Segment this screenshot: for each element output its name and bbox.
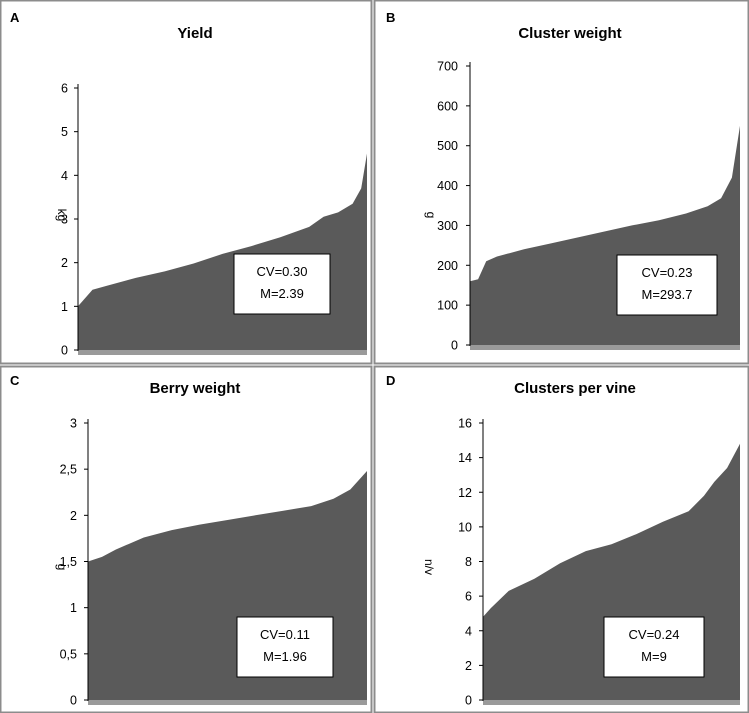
stats-box xyxy=(603,616,705,678)
y-tick-label: 14 xyxy=(458,451,472,465)
y-tick-label: 0 xyxy=(451,339,458,353)
y-tick-label: 1 xyxy=(61,300,68,314)
y-axis-label: n/v xyxy=(422,559,436,575)
panel-c: C Berry weight 0 0,5 1 1,5 2 2,5 3 g CV=0.11 M=1.96 xyxy=(0,365,373,713)
y-tick-label: 400 xyxy=(437,179,458,193)
cv-value: CV=0.11 xyxy=(260,627,310,642)
y-tick-label: 1,5 xyxy=(60,555,77,569)
y-tick-label: 0,5 xyxy=(60,647,77,661)
y-tick-label: 4 xyxy=(61,169,68,183)
y-tick-label: 16 xyxy=(458,417,472,431)
y-axis-label: g xyxy=(55,564,69,571)
stats-box xyxy=(236,616,334,678)
y-axis-label: kg xyxy=(55,209,69,222)
y-tick-label: 2,5 xyxy=(60,463,77,477)
mean-value: M=2.39 xyxy=(260,286,304,301)
mean-value: M=9 xyxy=(641,649,667,664)
x-axis-strip xyxy=(470,345,740,350)
y-tick-label: 2 xyxy=(70,509,77,523)
y-axis-label: g xyxy=(424,212,438,219)
y-tick-label: 8 xyxy=(465,555,472,569)
y-tick-label: 2 xyxy=(61,256,68,270)
cv-value: CV=0.24 xyxy=(629,627,680,642)
stats-box xyxy=(233,253,331,315)
y-tick-label: 2 xyxy=(465,659,472,673)
chart-title: Yield xyxy=(177,25,212,42)
y-tick-label: 12 xyxy=(458,486,472,500)
mean-value: M=293.7 xyxy=(642,287,693,302)
y-tick-label: 3 xyxy=(70,417,77,431)
panel-letter: C xyxy=(10,373,20,388)
y-tick-label: 700 xyxy=(437,60,458,74)
y-tick-label: 300 xyxy=(437,219,458,233)
x-axis-strip xyxy=(78,350,367,355)
y-tick-label: 200 xyxy=(437,259,458,273)
y-tick-label: 600 xyxy=(437,99,458,113)
panel-letter: B xyxy=(386,10,395,25)
y-tick-label: 0 xyxy=(61,344,68,358)
y-tick-label: 5 xyxy=(61,125,68,139)
y-tick-label: 1 xyxy=(70,601,77,615)
mean-value: M=1.96 xyxy=(263,649,307,664)
panel-a: A Yield 0 1 2 3 4 5 6 kg CV=0.30 M=2.39 xyxy=(0,0,373,365)
x-axis-strip xyxy=(88,700,367,705)
y-tick-label: 0 xyxy=(70,694,77,708)
y-tick-label: 4 xyxy=(465,624,472,638)
chart-title: Cluster weight xyxy=(518,25,621,42)
panel-d: D Clusters per vine 0 2 4 6 8 10 12 14 16 n/v CV=0.2… xyxy=(373,365,749,713)
panel-letter: D xyxy=(386,373,395,388)
panel-b: B Cluster weight 0 100 200 300 400 500 600 700 g CV… xyxy=(373,0,749,365)
chart-title: Berry weight xyxy=(150,380,241,397)
y-tick-label: 100 xyxy=(437,299,458,313)
cv-value: CV=0.30 xyxy=(257,264,308,279)
x-axis-strip xyxy=(483,700,740,705)
y-tick-label: 10 xyxy=(458,520,472,534)
y-tick-label: 0 xyxy=(465,694,472,708)
cv-value: CV=0.23 xyxy=(642,265,693,280)
y-tick-label: 6 xyxy=(465,590,472,604)
panel-letter: A xyxy=(10,10,20,25)
y-tick-label: 3 xyxy=(61,213,68,227)
chart-title: Clusters per vine xyxy=(514,380,636,397)
y-tick-label: 500 xyxy=(437,139,458,153)
y-tick-label: 6 xyxy=(61,82,68,96)
stats-box xyxy=(616,254,718,316)
